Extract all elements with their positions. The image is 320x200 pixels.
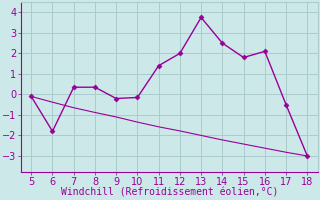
X-axis label: Windchill (Refroidissement éolien,°C): Windchill (Refroidissement éolien,°C) xyxy=(60,188,278,198)
